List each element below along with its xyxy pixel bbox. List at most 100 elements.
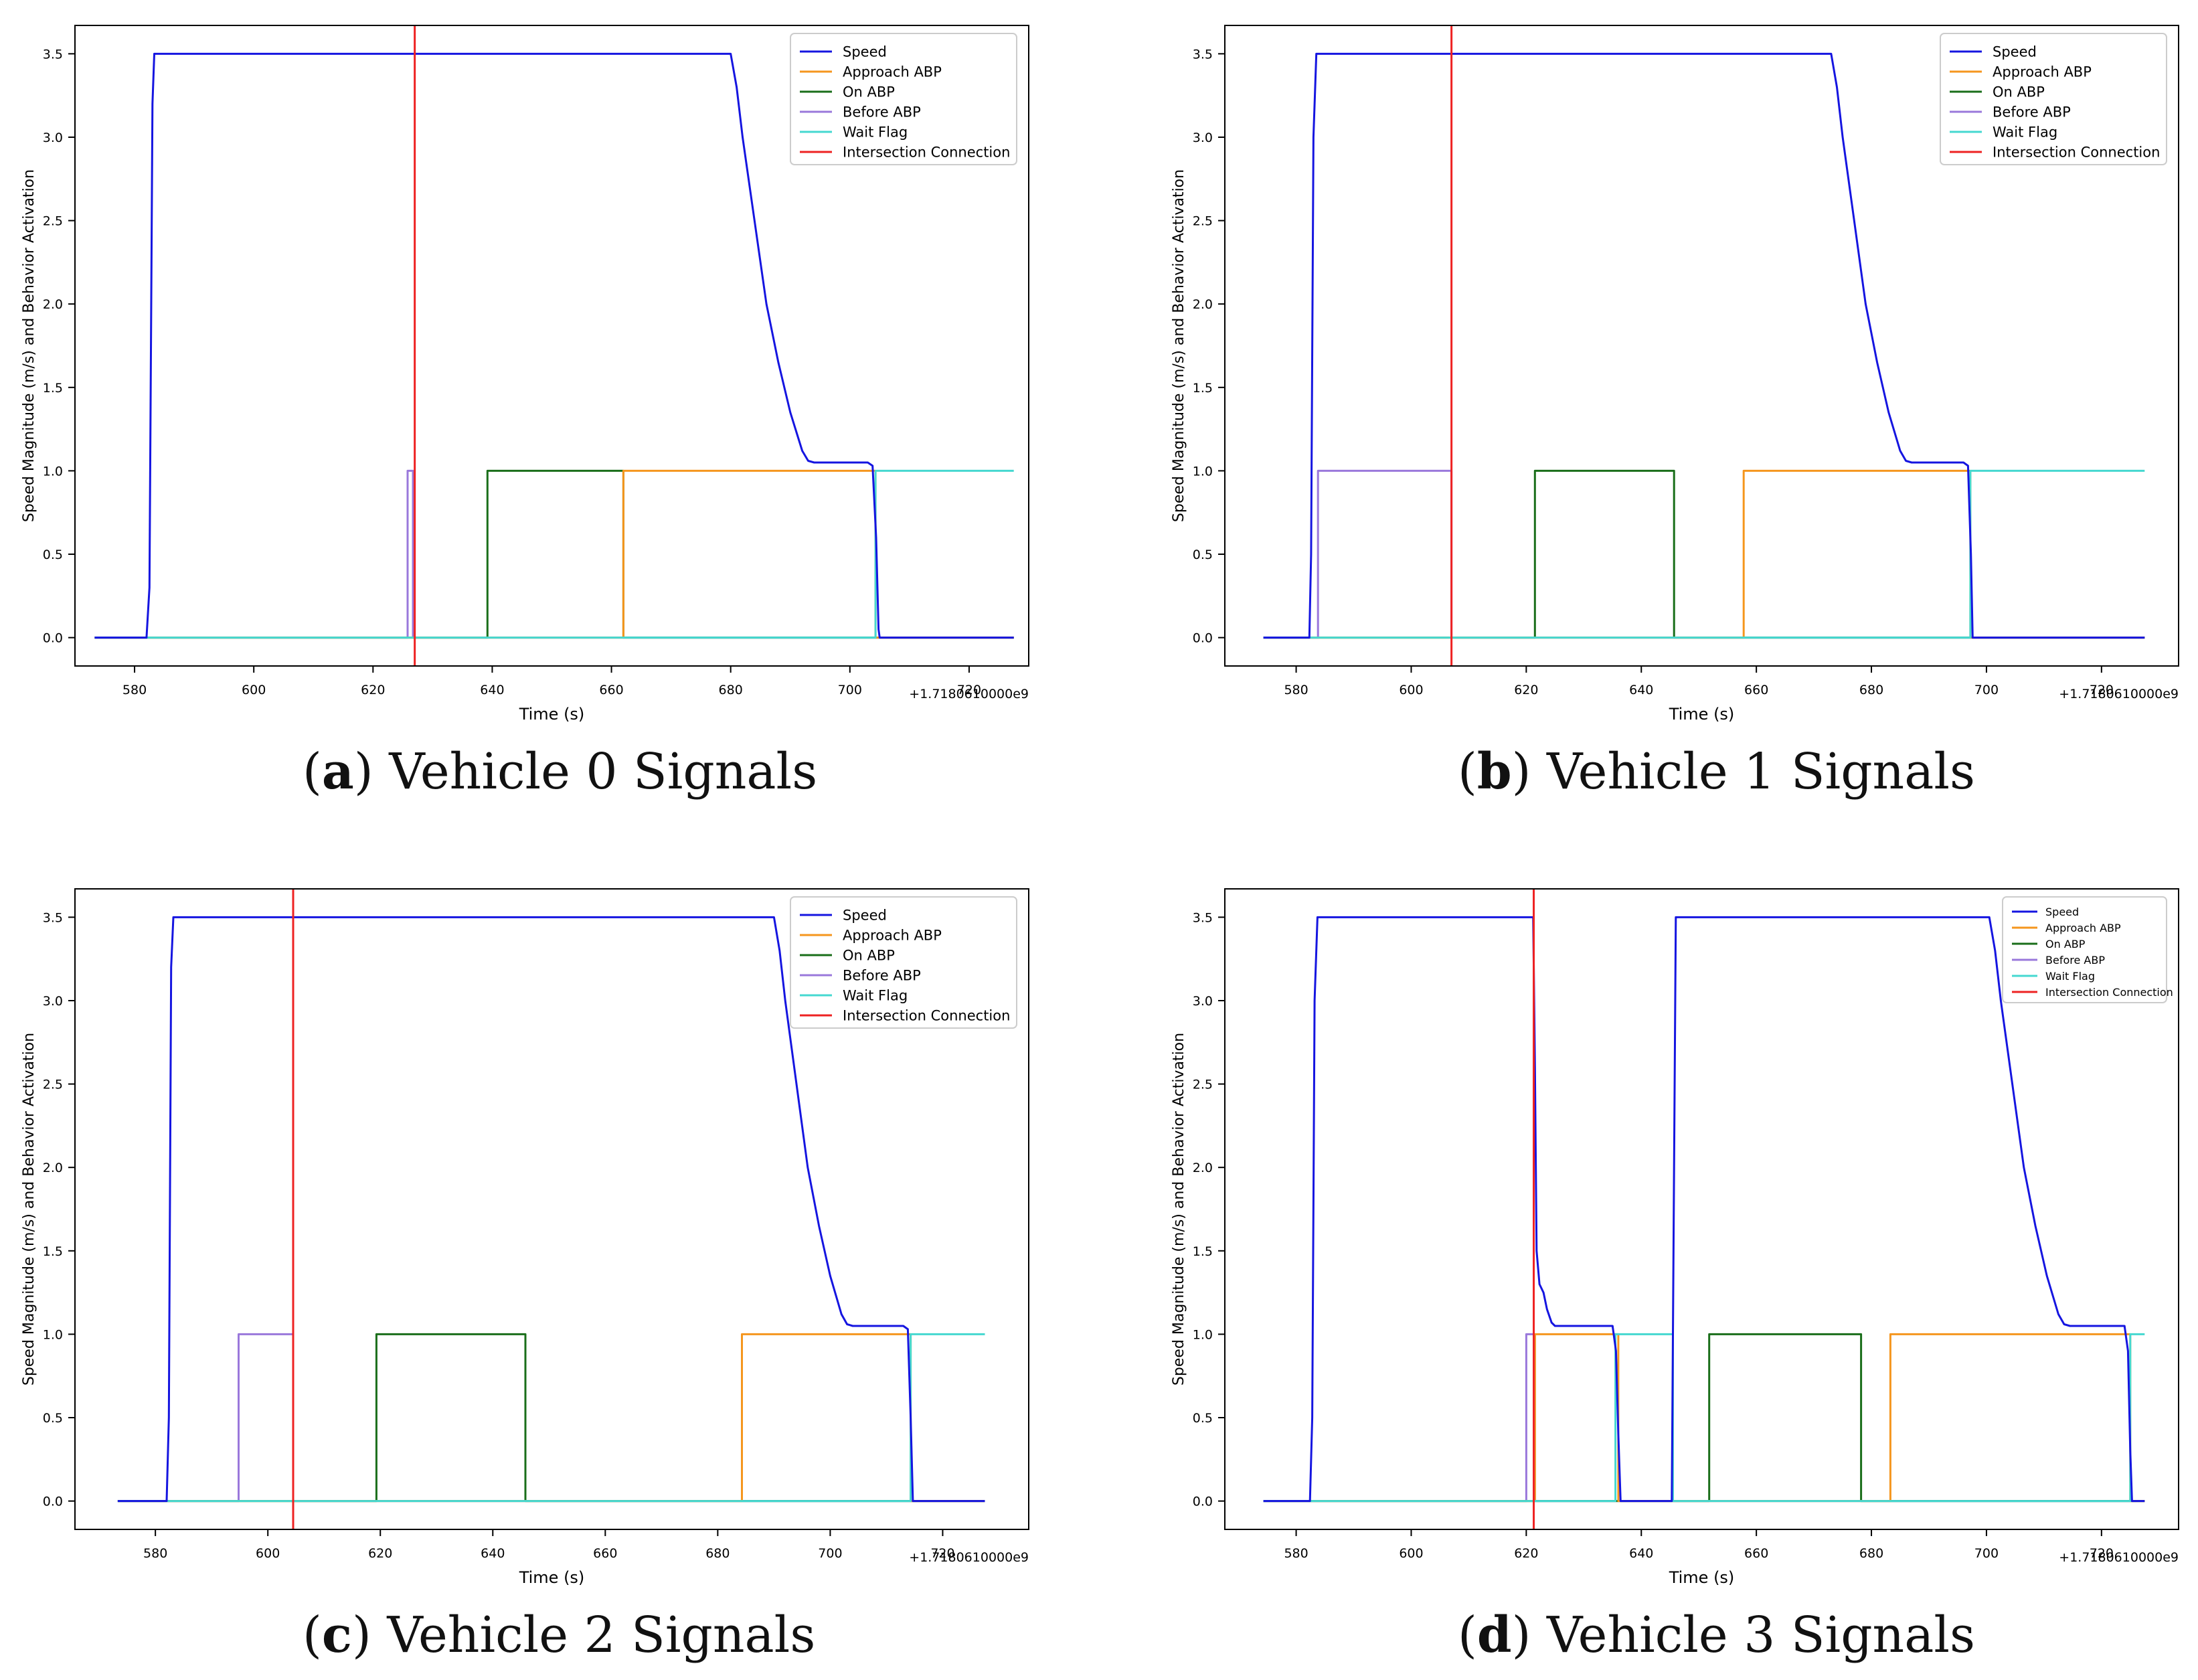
x-tick-label-620: 620 — [1514, 1546, 1538, 1561]
x-tick-label-620: 620 — [361, 683, 385, 697]
y-tick-label-0.5: 0.5 — [1193, 1411, 1213, 1426]
x-tick-label-600: 600 — [1399, 683, 1423, 697]
y-tick-label-2.5: 2.5 — [43, 214, 63, 229]
x-tick-label-700: 700 — [1974, 683, 1999, 697]
x-offset-label: +1.7180610000e9 — [2059, 687, 2179, 701]
y-tick-label-2: 2.0 — [1193, 297, 1213, 312]
y-tick-label-2.5: 2.5 — [1193, 1078, 1213, 1092]
legend-label-on-abp: On ABP — [843, 84, 895, 100]
y-tick-label-1: 1.0 — [43, 1327, 63, 1342]
caption-a: (a) Vehicle 0 Signals — [303, 743, 818, 801]
series-speed — [117, 916, 985, 1503]
y-tick-label-1.5: 1.5 — [43, 1244, 63, 1259]
legend-box — [790, 896, 1017, 1029]
x-tick-label-640: 640 — [481, 1546, 505, 1561]
legend-label-on-abp: On ABP — [843, 948, 895, 964]
plot-area — [1263, 889, 2145, 1529]
series-wait-flag — [1263, 1333, 2145, 1503]
x-tick-label-580: 580 — [122, 683, 147, 697]
y-tick-label-2: 2.0 — [43, 297, 63, 312]
x-offset-label: +1.7180610000e9 — [2059, 1550, 2179, 1565]
legend-label-wait-flag: Wait Flag — [843, 124, 908, 141]
chart-panel-0: 580 600 620 640 660 680 700 720 0.0 0.5 1.0 1.5 2.0 2… — [21, 25, 1029, 724]
legend-label-wait-flag: Wait Flag — [1993, 124, 2057, 141]
axes-frame — [74, 25, 1029, 667]
axes-frame — [74, 888, 1029, 1530]
x-tick-label-640: 640 — [1629, 683, 1653, 697]
y-axis-label: Speed Magnitude (m/s) and Behavior Activ… — [21, 1033, 37, 1385]
x-tick-label-720: 720 — [2090, 683, 2114, 697]
legend-label-wait-flag: Wait Flag — [843, 988, 908, 1004]
x-tick-label-580: 580 — [143, 1546, 167, 1561]
legend-label-approach-abp: Approach ABP — [843, 64, 942, 80]
legend: Speed Approach ABP On ABP Before ABP Wait Fl… — [790, 896, 1017, 1029]
y-tick-label-1: 1.0 — [1193, 464, 1213, 479]
x-tick-label-680: 680 — [1859, 683, 1883, 697]
y-tick-label-3.5: 3.5 — [43, 910, 63, 925]
chart-panel-3: 580 600 620 640 660 680 700 720 0.0 0.5 1.0 1.5 2.0 2… — [1171, 888, 2179, 1587]
x-tick-label-720: 720 — [930, 1546, 954, 1561]
caption-d: (d) Vehicle 3 Signals — [1458, 1606, 1975, 1664]
y-tick-label-0.5: 0.5 — [1193, 548, 1213, 562]
x-tick-label-720: 720 — [957, 683, 981, 697]
legend-label-wait-flag: Wait Flag — [2045, 970, 2095, 983]
legend-box — [2002, 896, 2167, 1003]
y-tick-label-3.5: 3.5 — [1193, 910, 1213, 925]
y-tick-label-1: 1.0 — [43, 464, 63, 479]
series-approach-abp — [1263, 1333, 2145, 1503]
y-tick-label-3.5: 3.5 — [1193, 47, 1213, 62]
x-tick-label-660: 660 — [593, 1546, 617, 1561]
y-tick-label-0.5: 0.5 — [43, 548, 63, 562]
chart-panel-2: 580 600 620 640 660 680 700 720 0.0 0.5 1.0 1.5 2.0 2… — [21, 888, 1029, 1587]
series-before-abp — [117, 1333, 985, 1503]
series-wait-flag — [94, 469, 1014, 639]
x-tick-label-640: 640 — [480, 683, 504, 697]
caption-b-text: Vehicle 1 Signals — [1547, 743, 1975, 801]
legend-label-intersection-connection: Intersection Connection — [843, 145, 1010, 161]
legend-label-speed: Speed — [843, 44, 887, 60]
x-tick-label-600: 600 — [1399, 1546, 1423, 1561]
x-tick-label-620: 620 — [368, 1546, 392, 1561]
series-on-abp — [1263, 1333, 2145, 1503]
series-wait-flag — [1263, 469, 2145, 639]
legend: Speed Approach ABP On ABP Before ABP Wait Fl… — [2002, 896, 2173, 1003]
y-tick-label-0: 0.0 — [1193, 631, 1213, 646]
series-on-abp — [1263, 469, 2145, 639]
legend-label-on-abp: On ABP — [1993, 84, 2045, 100]
series-speed — [1263, 916, 2145, 1503]
x-axis-label: Time (s) — [1669, 1568, 1735, 1587]
series-before-abp — [1263, 1333, 2145, 1503]
x-tick-label-700: 700 — [818, 1546, 842, 1561]
plot-area — [1263, 25, 2145, 666]
series-speed — [1263, 52, 2145, 639]
legend-box — [790, 33, 1017, 165]
x-axis-label: Time (s) — [1669, 705, 1735, 724]
y-axis-label: Speed Magnitude (m/s) and Behavior Activ… — [21, 169, 37, 522]
x-tick-label-620: 620 — [1514, 683, 1538, 697]
series-speed — [94, 52, 1014, 639]
axes-frame — [1224, 888, 2179, 1530]
legend-box — [1940, 33, 2167, 165]
y-tick-label-0.5: 0.5 — [43, 1411, 63, 1426]
y-tick-label-3.5: 3.5 — [43, 47, 63, 62]
legend-label-speed: Speed — [843, 908, 887, 924]
plot-area — [117, 889, 985, 1529]
x-axis-label: Time (s) — [519, 705, 585, 724]
caption-b: (b) Vehicle 1 Signals — [1458, 743, 1975, 801]
legend-label-intersection-connection: Intersection Connection — [843, 1008, 1010, 1024]
y-tick-label-1: 1.0 — [1193, 1327, 1213, 1342]
x-tick-label-660: 660 — [1744, 683, 1768, 697]
legend-label-approach-abp: Approach ABP — [843, 928, 942, 944]
caption-d-letter: d — [1476, 1606, 1512, 1664]
y-tick-label-1.5: 1.5 — [43, 381, 63, 396]
x-tick-label-700: 700 — [1974, 1546, 1999, 1561]
x-tick-label-580: 580 — [1284, 683, 1308, 697]
legend-label-speed: Speed — [2045, 906, 2079, 918]
caption-a-letter: a — [321, 743, 354, 801]
legend: Speed Approach ABP On ABP Before ABP Wait Fl… — [790, 33, 1017, 165]
plot-area — [94, 25, 1014, 666]
legend-label-on-abp: On ABP — [2045, 938, 2086, 950]
y-tick-label-3: 3.0 — [43, 994, 63, 1009]
x-axis-label: Time (s) — [519, 1568, 585, 1587]
x-tick-label-600: 600 — [256, 1546, 280, 1561]
